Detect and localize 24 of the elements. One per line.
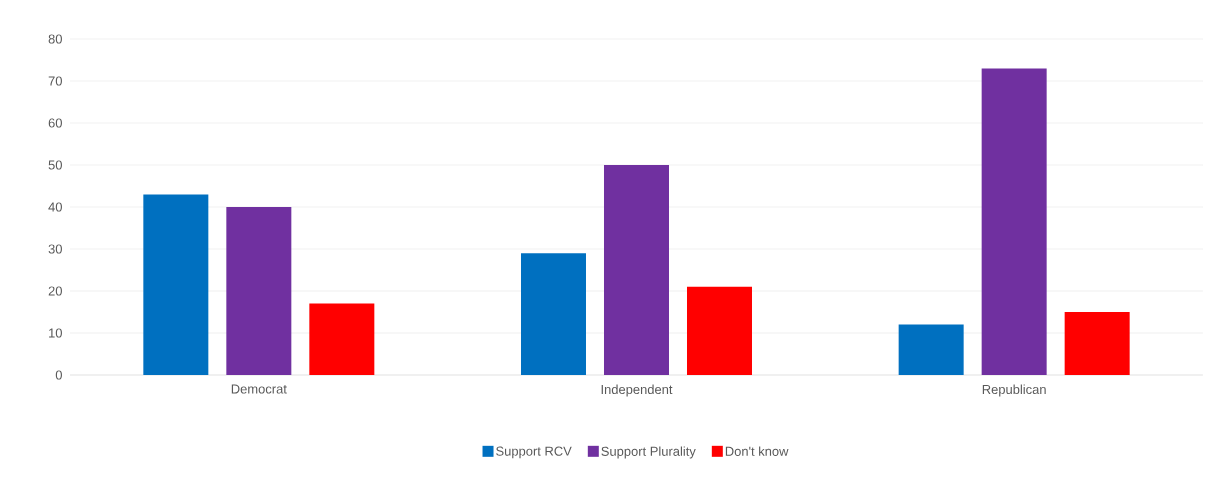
bar <box>603 165 669 375</box>
bar <box>143 194 209 375</box>
bar <box>898 324 964 375</box>
legend-label: Don't know <box>725 446 789 456</box>
y-tick-label: 70 <box>48 76 62 86</box>
bar <box>687 286 752 375</box>
x-tick-label: Democrat <box>231 384 287 394</box>
y-tick-label: 0 <box>55 370 62 380</box>
legend-label: Support Plurality <box>601 446 696 459</box>
x-tick-label: Republican <box>982 384 1046 397</box>
bar <box>1064 312 1130 375</box>
y-tick-label: 10 <box>49 328 62 338</box>
y-tick-label: 80 <box>48 34 62 44</box>
bar <box>981 68 1047 375</box>
x-tick-label: Independent <box>601 384 673 397</box>
bar <box>309 303 375 375</box>
y-tick-label: 30 <box>48 244 62 254</box>
bar <box>226 207 292 375</box>
y-tick-label: 50 <box>48 160 62 170</box>
bar <box>520 253 586 375</box>
legend-label: Support RCV <box>496 446 572 459</box>
y-tick-label: 60 <box>48 118 62 128</box>
y-tick-label: 20 <box>48 286 62 296</box>
y-tick-label: 40 <box>48 202 62 212</box>
